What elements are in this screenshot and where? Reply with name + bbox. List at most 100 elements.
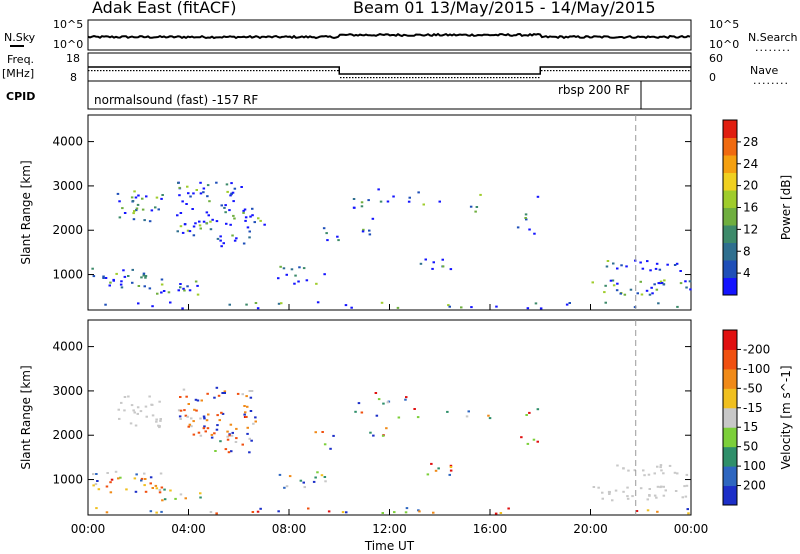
data-cell	[250, 439, 253, 442]
data-cell	[131, 268, 134, 271]
data-cell	[532, 438, 536, 441]
nave-dot	[367, 77, 369, 79]
data-cell	[605, 265, 609, 268]
data-cell	[460, 306, 463, 309]
nave-dot	[643, 70, 645, 72]
data-cell	[159, 419, 162, 422]
freq-bottom-tick: 8	[70, 71, 77, 84]
data-cell	[303, 486, 306, 489]
nave-dot	[487, 77, 489, 79]
colorbar-swatch	[723, 137, 737, 156]
nave-dot	[208, 70, 210, 72]
colorbar-swatch	[723, 207, 737, 226]
data-cell	[681, 496, 684, 499]
data-cell	[687, 512, 690, 515]
data-cell	[626, 495, 629, 498]
data-cell	[604, 284, 607, 287]
data-cell	[494, 512, 498, 515]
data-cell	[314, 431, 317, 434]
data-cell	[177, 409, 181, 412]
data-cell	[536, 440, 539, 443]
data-cell	[657, 282, 660, 285]
data-cell	[178, 194, 181, 197]
data-cell	[199, 492, 202, 495]
x-tick-label: 00:00	[674, 522, 709, 536]
data-cell	[223, 390, 227, 393]
nave-dot	[604, 70, 606, 72]
data-cell	[246, 405, 249, 408]
data-cell	[360, 201, 364, 204]
data-cell	[622, 490, 625, 493]
y-axis-label: Slant Range [km]	[19, 365, 33, 469]
data-cell	[568, 302, 571, 304]
velocity-panel: 1000 2000 3000 4000 Slant Range [km]	[19, 319, 692, 516]
data-cell	[679, 282, 683, 285]
colorbar-swatch	[723, 260, 737, 278]
colorbar-swatch	[723, 407, 737, 428]
data-cell	[192, 234, 196, 237]
data-cell	[655, 288, 659, 291]
data-cell	[350, 306, 353, 309]
data-cell	[193, 408, 196, 411]
data-cell	[187, 425, 190, 428]
nave-dot	[607, 70, 609, 72]
data-cell	[135, 209, 138, 212]
nave-dot	[247, 70, 249, 72]
data-cell	[151, 487, 154, 489]
data-cell	[182, 287, 185, 290]
data-cell	[246, 226, 250, 229]
data-cell	[117, 408, 120, 411]
data-cell	[200, 399, 203, 402]
data-cell	[430, 462, 433, 465]
data-cell	[660, 469, 663, 472]
data-cell	[223, 392, 226, 394]
nave-dot	[178, 70, 180, 72]
data-cell	[251, 214, 254, 217]
data-cell	[648, 488, 651, 490]
data-cell	[405, 396, 408, 399]
data-cell	[228, 209, 231, 212]
data-cell	[432, 511, 435, 514]
data-cell	[186, 285, 189, 288]
freq-trace	[88, 66, 691, 79]
data-cell	[324, 480, 327, 483]
data-cell	[254, 416, 257, 419]
data-cell	[380, 301, 384, 304]
data-cell	[205, 419, 209, 422]
data-cell	[659, 486, 662, 489]
nave-dot	[196, 70, 198, 72]
data-cell	[645, 289, 649, 292]
cpid-mode-b: rbsp 200 RF	[558, 83, 631, 97]
nave-dot	[517, 77, 519, 79]
data-cell	[118, 417, 121, 420]
data-cell	[139, 410, 143, 413]
nave-dot	[466, 77, 468, 79]
data-cell	[688, 280, 692, 283]
data-cell	[226, 430, 229, 433]
nave-dot	[523, 77, 525, 79]
data-cell	[223, 206, 226, 209]
data-cell	[203, 417, 206, 420]
data-cell	[131, 281, 134, 284]
data-cell	[297, 280, 300, 283]
data-cell	[623, 293, 627, 296]
data-cell	[526, 442, 530, 445]
data-cell	[109, 491, 113, 494]
data-cell	[179, 418, 182, 420]
nave-dot	[526, 77, 528, 79]
data-cell	[396, 306, 400, 309]
data-cell	[143, 472, 146, 475]
data-cell	[305, 279, 309, 282]
data-cell	[155, 420, 158, 423]
nave-dot	[253, 70, 255, 72]
data-cell	[242, 242, 246, 245]
nave-dot	[163, 70, 165, 72]
data-cell	[127, 275, 130, 277]
data-cell	[622, 467, 625, 470]
data-cell	[245, 303, 248, 306]
data-cell	[662, 494, 666, 497]
data-cell	[159, 418, 162, 420]
colorbar-tick-label: 15	[743, 420, 758, 434]
data-cell	[160, 283, 164, 286]
data-cell	[668, 464, 672, 467]
